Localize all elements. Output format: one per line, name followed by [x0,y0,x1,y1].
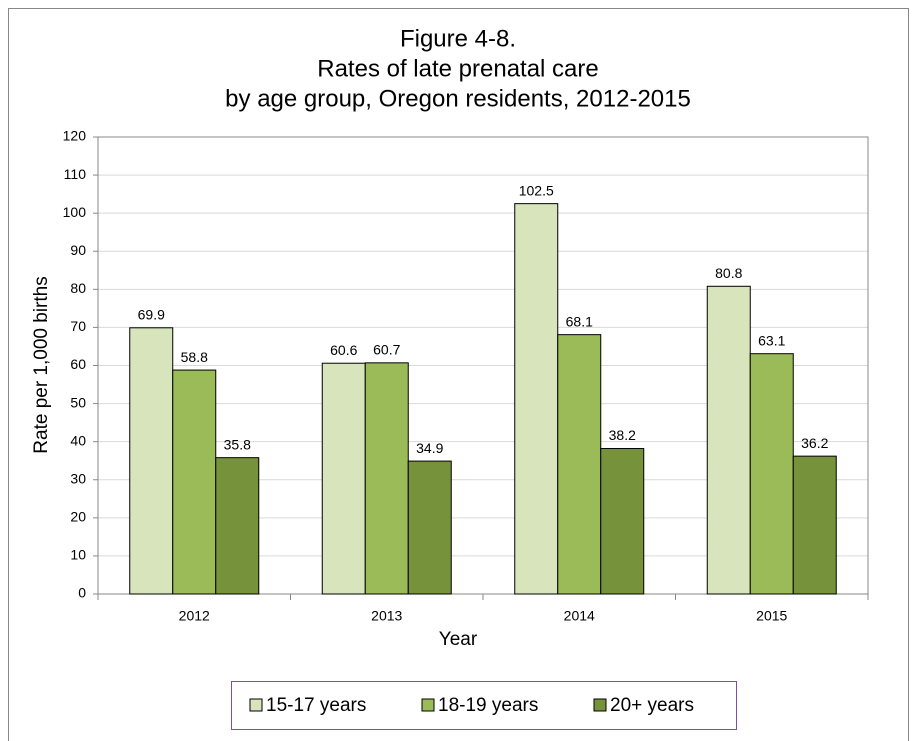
data-label: 63.1 [758,332,785,348]
y-tick-label: 0 [78,585,86,601]
y-tick-label: 40 [70,432,86,448]
bar [600,448,645,595]
y-tick-label: 30 [70,470,86,486]
data-label: 102.5 [519,182,554,198]
legend [231,681,737,730]
bar [792,455,837,595]
legend-swatch [249,698,263,712]
data-label: 35.8 [224,436,251,452]
data-label: 68.1 [566,313,593,329]
data-label: 60.7 [373,342,400,358]
chart-title: Rates of late prenatal care [317,55,599,82]
y-tick-label: 120 [63,128,87,144]
bar [749,353,794,595]
y-tick-label: 60 [70,356,86,372]
y-tick-label: 10 [70,547,86,563]
data-label: 38.2 [609,427,636,443]
chart-title: Figure 4-8. [400,25,516,52]
x-axis-label: Year [439,629,478,650]
data-label: 34.9 [416,440,443,456]
data-label: 80.8 [715,265,742,281]
x-tick-label: 2014 [564,608,595,624]
y-tick-label: 100 [63,204,87,220]
chart-title: by age group, Oregon residents, 2012-201… [225,85,691,112]
data-label: 60.6 [330,342,357,358]
bar [557,334,602,595]
x-tick-label: 2013 [371,608,402,624]
legend-label: 15-17 years [266,695,366,716]
y-tick-label: 50 [70,394,86,410]
bar [172,369,217,595]
y-tick-label: 20 [70,509,86,525]
y-tick-label: 110 [64,166,87,182]
y-tick-label: 70 [70,318,86,334]
y-axis-label: Rate per 1,000 births [31,276,52,453]
bar [364,362,409,595]
bar [215,457,260,595]
x-tick-label: 2015 [756,608,787,624]
bar [321,362,366,595]
legend-label: 18-19 years [438,695,538,716]
y-tick-label: 80 [70,280,86,296]
legend-swatch [421,698,435,712]
y-tick-label: 90 [70,242,86,258]
x-tick-label: 2012 [179,608,210,624]
data-label: 58.8 [181,349,208,365]
bar [514,203,559,595]
bar [129,327,174,595]
bar [706,285,751,595]
bar [407,460,452,595]
data-label: 69.9 [138,307,165,323]
data-label: 36.2 [801,435,828,451]
legend-label: 20+ years [610,695,694,716]
legend-swatch [593,698,607,712]
